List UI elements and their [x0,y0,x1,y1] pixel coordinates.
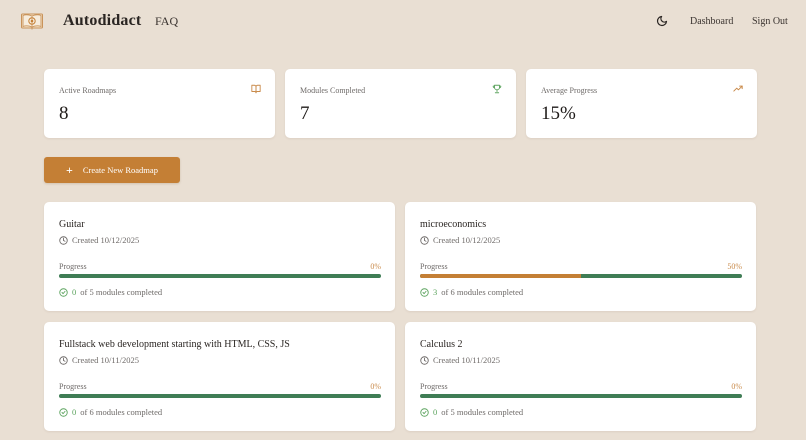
stat-label: Active Roadmaps [59,86,117,95]
stat-card-average-progress: Average Progress 15% [526,69,757,138]
stat-value: 7 [300,103,310,124]
progress-bar [420,274,742,278]
roadmap-card[interactable]: Guitar Created 10/12/2025 Progress 0% 0 … [44,202,395,311]
progress-label: Progress [420,382,448,391]
progress-bar [420,394,742,398]
progress-label: Progress [59,382,87,391]
modules-completed-summary: 0 of 5 modules completed [59,287,162,297]
roadmap-created-date: Created 10/11/2025 [59,355,139,365]
create-button-label: Create New Roadmap [82,165,158,175]
faq-link[interactable]: FAQ [155,14,179,28]
brand-name[interactable]: Autodidact [63,12,142,29]
stat-card-active-roadmaps: Active Roadmaps 8 [44,69,275,138]
roadmap-card[interactable]: microeconomics Created 10/12/2025 Progre… [405,202,756,311]
nav-sign-out-link[interactable]: Sign Out [752,16,788,27]
roadmap-title[interactable]: Fullstack web development starting with … [59,339,290,350]
clock-icon [59,355,68,365]
stat-value: 8 [59,103,69,124]
progress-percent: 0% [370,382,381,391]
plus-icon: + [66,163,73,177]
stat-card-modules-completed: Modules Completed 7 [285,69,516,138]
modules-completed-summary: 0 of 6 modules completed [59,407,162,417]
roadmap-title[interactable]: Guitar [59,219,85,230]
roadmap-created-date: Created 10/12/2025 [420,235,500,245]
nav-dashboard-link[interactable]: Dashboard [690,16,734,27]
roadmap-card[interactable]: Calculus 2 Created 10/11/2025 Progress 0… [405,322,756,431]
modules-completed-summary: 0 of 5 modules completed [420,407,523,417]
modules-completed-count: 3 [433,287,438,297]
progress-label: Progress [59,262,87,271]
clock-icon [420,355,429,365]
modules-completed-count: 0 [72,287,77,297]
progress-bar [59,394,381,398]
book-open-icon [251,84,261,94]
modules-completed-text: of 6 modules completed [441,287,524,297]
progress-label: Progress [420,262,448,271]
modules-completed-text: of 5 modules completed [441,407,524,417]
trending-up-icon [733,85,743,92]
roadmap-title[interactable]: microeconomics [420,219,487,230]
progress-bar [59,274,381,278]
roadmap-card[interactable]: Fullstack web development starting with … [44,322,395,431]
modules-completed-count: 0 [72,407,77,417]
progress-percent: 0% [731,382,742,391]
clock-icon [59,235,68,245]
check-circle-icon [420,287,429,297]
modules-completed-text: of 5 modules completed [80,287,163,297]
stat-label: Average Progress [541,86,598,95]
modules-completed-summary: 3 of 6 modules completed [420,287,523,297]
stat-label: Modules Completed [300,86,366,95]
progress-percent: 0% [370,262,381,271]
create-new-roadmap-button[interactable]: + Create New Roadmap [44,157,180,183]
check-circle-icon [59,287,68,297]
clock-icon [420,235,429,245]
roadmap-created-date: Created 10/11/2025 [420,355,500,365]
trophy-icon [492,84,502,94]
modules-completed-count: 0 [433,407,438,417]
roadmap-created-date: Created 10/12/2025 [59,235,139,245]
check-circle-icon [420,407,429,417]
progress-bar-fill [420,274,581,278]
top-nav-bar: Autodidact FAQ Dashboard Sign Out [0,0,806,44]
modules-completed-text: of 6 modules completed [80,407,163,417]
book-logo-icon[interactable] [21,12,43,30]
roadmap-title[interactable]: Calculus 2 [420,339,463,350]
moon-icon[interactable] [656,15,668,27]
progress-percent: 50% [727,262,742,271]
stat-value: 15% [541,103,576,124]
check-circle-icon [59,407,68,417]
